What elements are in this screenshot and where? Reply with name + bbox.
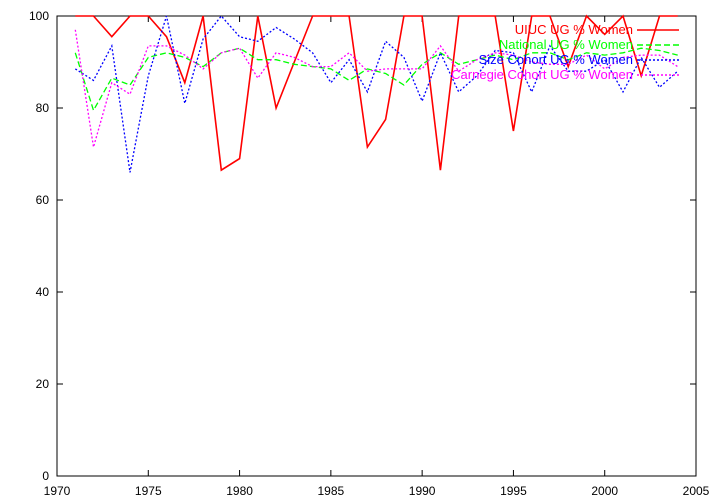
series-lines <box>74 14 679 173</box>
series-line-4 <box>74 29 679 148</box>
y-tick-label: 100 <box>29 9 49 23</box>
series-line-3 <box>74 14 679 173</box>
y-tick-label: 40 <box>36 285 50 299</box>
x-tick-label: 1995 <box>500 484 527 498</box>
x-tick-label: 1985 <box>318 484 345 498</box>
y-tick-label: 60 <box>36 193 50 207</box>
series-line-2 <box>74 47 678 112</box>
axis-ticks: 1970 1975 1980 1985 1990 1995 2000 2005 0 20 40 60 8… <box>29 9 710 498</box>
y-tick-label: 80 <box>36 101 50 115</box>
x-tick-label: 1975 <box>135 484 162 498</box>
legend-label: Size Cohort UG % Women <box>479 52 633 67</box>
x-tick-label: 1990 <box>409 484 436 498</box>
y-tick-label: 20 <box>36 377 50 391</box>
legend-label: UIUC UG % Women <box>515 22 633 37</box>
x-tick-label: 1970 <box>44 484 71 498</box>
legend-label: National UG % Women <box>499 37 633 52</box>
x-tick-label: 2005 <box>683 484 710 498</box>
x-tick-label: 1980 <box>226 484 253 498</box>
x-tick-label: 2000 <box>591 484 618 498</box>
legend-label: Carnegie Cohort UG % Women <box>451 67 633 82</box>
plot-frame <box>56 15 697 477</box>
y-tick-label: 0 <box>42 469 49 483</box>
